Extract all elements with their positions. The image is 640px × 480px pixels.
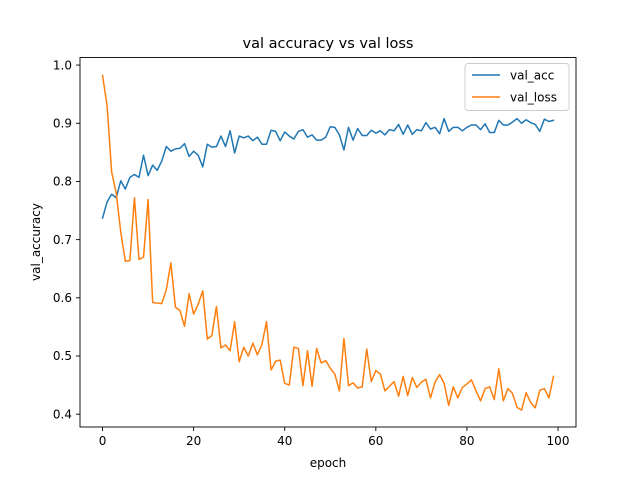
x-tick-label: 40 [277,434,292,448]
series-line-val-acc [101,117,555,220]
x-tick-label: 80 [459,434,474,448]
x-axis-ticks: 0 20 40 60 80 100 [99,427,570,448]
series-line-val-loss [101,74,555,411]
x-tick-label: 100 [547,434,570,448]
chart-title: val accuracy vs val loss [243,36,414,52]
x-tick-label: 60 [368,434,383,448]
series-layer [101,74,555,411]
y-tick-label: 0.4 [53,407,72,421]
y-tick-label: 0.6 [53,291,72,305]
y-tick-label: 0.8 [53,175,72,189]
y-tick-label: 0.9 [53,116,72,130]
legend-label-val-acc: val_acc [510,69,554,83]
x-tick-label: 0 [99,434,107,448]
x-axis-label: epoch [310,456,347,470]
plot-frame [79,57,577,428]
legend-label-val-loss: val_loss [510,91,557,105]
y-tick-label: 0.7 [53,233,72,247]
legend: val_acc val_loss [464,63,570,111]
y-tick-label: 1.0 [53,58,72,72]
y-axis-ticks: 0.4 0.5 0.6 0.7 0.8 0.9 1.0 [53,58,80,421]
y-tick-label: 0.5 [53,349,72,363]
x-tick-label: 20 [186,434,201,448]
y-axis-label: val_accuracy [29,203,43,281]
